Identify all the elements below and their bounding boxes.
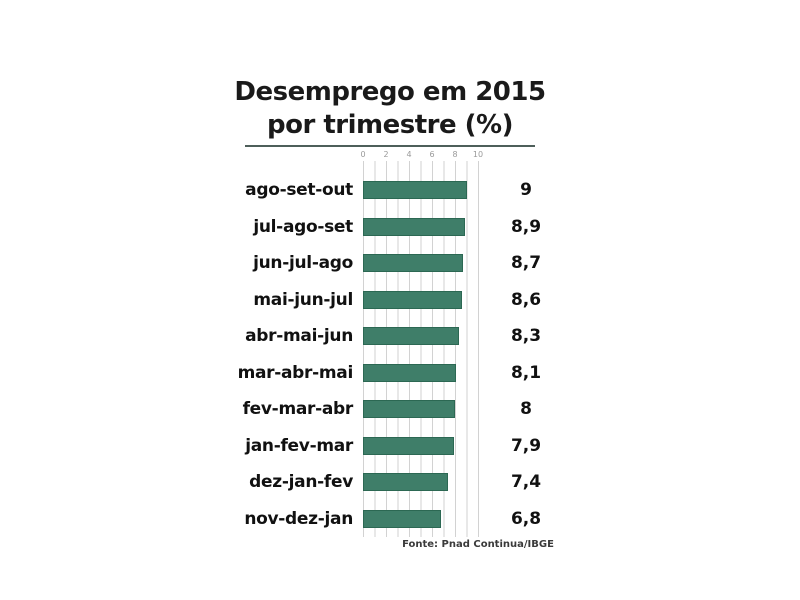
- x-axis-minor-ticks: [363, 161, 480, 172]
- x-axis-tick-labels: 0 2 4 6 8 10: [360, 150, 484, 160]
- plot-cell: [363, 427, 480, 464]
- x-axis-tick-label: 0: [360, 150, 366, 159]
- chart-title: Desemprego em 2015 por trimestre (%): [190, 76, 590, 142]
- plot-cell: [363, 172, 480, 209]
- plot-cell: [363, 208, 480, 245]
- value-label: 7,9: [510, 435, 542, 456]
- value-label: 8,3: [510, 326, 542, 347]
- category-label: jun-jul-ago: [253, 253, 353, 274]
- value-label: 8,6: [510, 289, 542, 310]
- bar-row: mar-abr-mai 8,1: [215, 354, 572, 391]
- value-label: 8,9: [510, 216, 542, 237]
- bar-row: jan-fev-mar 7,9: [215, 427, 572, 464]
- plot-cell: [363, 500, 480, 537]
- value-label: 8: [520, 399, 532, 420]
- bar: [363, 290, 462, 309]
- chart-title-line1: Desemprego em 2015: [234, 77, 546, 107]
- bar: [363, 254, 463, 273]
- x-axis-tick-label: 6: [429, 150, 435, 159]
- value-label: 8,7: [510, 253, 542, 274]
- bar: [363, 327, 459, 346]
- bar: [363, 363, 457, 382]
- plot-cell: [363, 245, 480, 282]
- category-label: abr-mai-jun: [245, 326, 353, 347]
- value-label: 8,1: [510, 362, 542, 383]
- x-axis-tick-label: 4: [406, 150, 412, 159]
- bar-row: fev-mar-abr 8: [215, 391, 572, 428]
- plot-cell: [363, 354, 480, 391]
- chart-title-line2: por trimestre (%): [267, 110, 513, 140]
- bar-row: mai-jun-jul 8,6: [215, 281, 572, 318]
- category-label: jul-ago-set: [253, 216, 353, 237]
- bar: [363, 181, 467, 200]
- category-label: jan-fev-mar: [245, 435, 353, 456]
- value-label: 7,4: [510, 472, 542, 493]
- source-note: Fonte: Pnad Continua/IBGE: [402, 539, 554, 550]
- bar: [363, 217, 466, 236]
- bar-row: nov-dez-jan 6,8: [215, 500, 572, 537]
- value-label: 6,8: [510, 508, 542, 529]
- bar-row: jul-ago-set 8,9: [215, 208, 572, 245]
- category-label: fev-mar-abr: [242, 399, 354, 420]
- bar-row: abr-mai-jun 8,3: [215, 318, 572, 355]
- bar: [363, 509, 442, 528]
- title-separator: [245, 145, 535, 147]
- category-label: dez-jan-fev: [249, 472, 353, 493]
- bar-row: jun-jul-ago 8,7: [215, 245, 572, 282]
- bar-row: dez-jan-fev 7,4: [215, 464, 572, 501]
- category-label: mar-abr-mai: [237, 362, 354, 383]
- plot-cell: [363, 281, 480, 318]
- plot-cell: [363, 464, 480, 501]
- plot-cell: [363, 391, 480, 428]
- bar: [363, 436, 454, 455]
- bar-row: ago-set-out 9: [215, 172, 572, 209]
- category-label: ago-set-out: [245, 180, 353, 201]
- category-label: mai-jun-jul: [253, 289, 353, 310]
- plot-cell: [363, 318, 480, 355]
- x-axis-tick-label: 8: [452, 150, 458, 159]
- bar: [363, 400, 455, 419]
- x-axis-tick-label: 2: [383, 150, 389, 159]
- bar: [363, 473, 449, 492]
- x-axis-tick-label: 10: [472, 150, 484, 159]
- bar-chart: ago-set-out 9 jul-ago-set 8,9 jun-jul-ago 8,7…: [215, 172, 572, 537]
- value-label: 9: [520, 180, 532, 201]
- category-label: nov-dez-jan: [244, 508, 353, 529]
